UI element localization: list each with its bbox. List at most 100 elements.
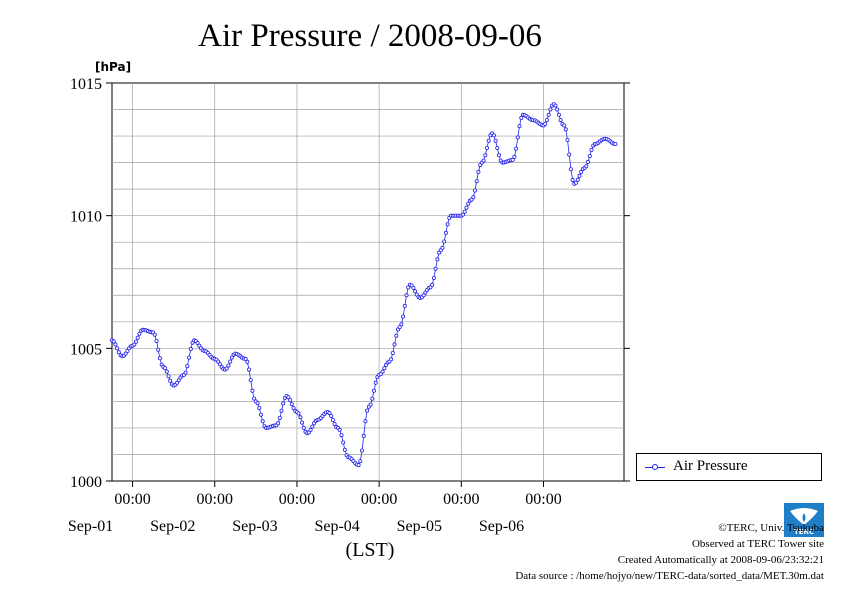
data-point	[402, 303, 407, 308]
data-point	[382, 366, 387, 371]
data-point	[577, 173, 582, 178]
x-tick-date-label: Sep-03	[232, 518, 277, 535]
data-point	[216, 359, 221, 364]
data-point	[401, 314, 406, 319]
data-point	[567, 152, 572, 157]
data-point	[556, 112, 561, 117]
y-axis-unit: [hPa]	[95, 60, 131, 74]
data-point	[462, 209, 467, 214]
data-point	[250, 388, 255, 393]
data-point	[245, 359, 250, 364]
y-tick-label: 1015	[70, 76, 102, 93]
data-point	[399, 322, 404, 327]
data-point	[137, 331, 142, 336]
y-axis-ticks: 1000 1005 1010 1015	[70, 76, 630, 491]
data-point	[228, 359, 233, 364]
terc-logo: TERC	[784, 503, 824, 537]
y-tick-label: 1010	[70, 209, 102, 226]
data-point	[339, 433, 344, 438]
data-point	[442, 239, 447, 244]
data-point	[361, 433, 366, 438]
data-point	[330, 417, 335, 422]
data-point	[404, 293, 409, 298]
data-point	[368, 402, 373, 407]
data-point	[255, 401, 260, 406]
data-point	[433, 266, 438, 271]
data-point	[584, 164, 589, 169]
data-point	[277, 415, 282, 420]
data-point	[156, 347, 161, 352]
data-point	[548, 107, 553, 112]
data-point	[586, 159, 591, 164]
data-point	[363, 419, 368, 424]
data-point	[413, 289, 418, 294]
data-point	[195, 340, 200, 345]
data-point	[260, 419, 265, 424]
legend-label-air-pressure: Air Pressure	[673, 458, 748, 474]
x-tick-time-label: 00:00	[443, 491, 479, 508]
data-point	[116, 350, 121, 355]
data-point	[163, 366, 168, 371]
data-point	[226, 363, 231, 368]
created-text: Created Automatically at 2008-09-06/23:3…	[617, 554, 824, 566]
chart-title: Air Pressure / 2008-09-06	[198, 18, 542, 54]
data-point	[544, 118, 549, 123]
legend-point-marker	[652, 464, 658, 470]
data-point	[115, 346, 120, 351]
data-point	[496, 153, 501, 158]
data-point	[371, 388, 376, 393]
data-point	[493, 138, 498, 143]
data-point	[342, 447, 347, 452]
data-point	[166, 374, 171, 379]
data-point	[281, 401, 286, 406]
data-point	[495, 145, 500, 150]
data-point	[301, 425, 306, 430]
x-tick-time-label: 00:00	[361, 491, 397, 508]
source-text: Data source : /home/hojyo/new/TERC-data/…	[515, 570, 824, 582]
data-point	[484, 145, 489, 150]
data-point	[486, 138, 491, 143]
data-point	[125, 348, 130, 353]
data-point	[517, 124, 522, 129]
data-point	[392, 342, 397, 347]
data-point	[406, 285, 411, 290]
data-point	[464, 205, 469, 210]
x-tick-time-label: 00:00	[197, 491, 233, 508]
data-point	[562, 123, 567, 128]
data-point	[440, 245, 445, 250]
data-point	[154, 338, 159, 343]
data-point	[394, 333, 399, 338]
data-point	[370, 396, 375, 401]
data-point	[390, 350, 395, 355]
data-point	[512, 154, 517, 159]
data-point	[435, 257, 440, 262]
data-point	[397, 325, 402, 330]
data-point	[570, 177, 575, 182]
data-point	[553, 103, 558, 108]
data-point	[472, 188, 477, 193]
y-tick-label: 1005	[70, 341, 102, 358]
data-point	[430, 282, 435, 287]
data-point	[460, 212, 465, 217]
x-tick-time-label: 00:00	[525, 491, 561, 508]
x-axis-label: (LST)	[346, 539, 395, 561]
data-point	[565, 137, 570, 142]
data-point	[224, 366, 229, 371]
data-point	[248, 378, 253, 383]
data-point	[113, 342, 118, 347]
x-tick-date-label: Sep-02	[150, 518, 195, 535]
data-point	[279, 408, 284, 413]
data-point	[411, 285, 416, 290]
logo-text: TERC	[794, 528, 814, 536]
data-point	[246, 367, 251, 372]
data-point	[574, 180, 579, 185]
data-point	[555, 107, 560, 112]
data-point	[252, 396, 257, 401]
gridlines	[112, 83, 624, 481]
data-point	[308, 427, 313, 432]
data-point	[135, 335, 140, 340]
data-point	[258, 412, 263, 417]
data-point	[421, 293, 426, 298]
data-point	[613, 141, 618, 146]
